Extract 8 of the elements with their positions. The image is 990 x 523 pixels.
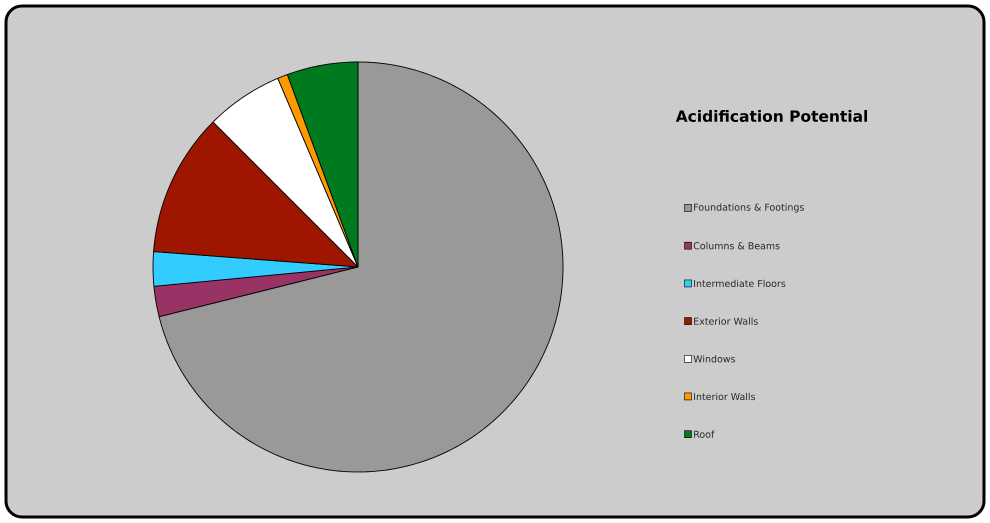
legend-label: Columns & Beams xyxy=(694,242,780,250)
legend-label: Foundations & Footings xyxy=(694,203,804,213)
legend-label: Exterior Walls xyxy=(694,317,758,325)
legend-label: Intermediate Floors xyxy=(694,280,786,288)
text: Acidification Potential xyxy=(676,110,868,122)
legend-label: Roof xyxy=(694,430,714,438)
legend-label: Interior Walls xyxy=(694,392,756,400)
legend-label: Windows xyxy=(694,355,736,362)
